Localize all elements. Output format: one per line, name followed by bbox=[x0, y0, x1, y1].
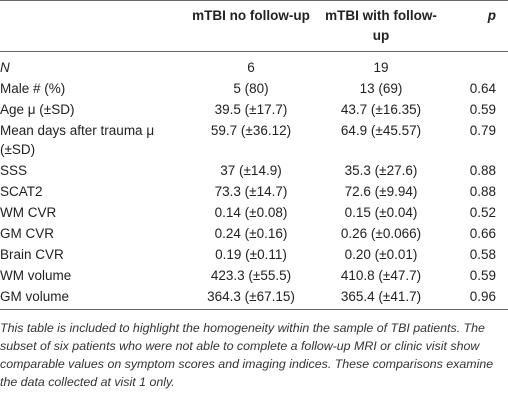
with-followup-cell: 35.3 (±27.6) bbox=[344, 163, 418, 178]
with-followup-cell: 13 (69) bbox=[359, 81, 403, 96]
p-value-cell bbox=[448, 52, 508, 79]
header-cell-p: p bbox=[487, 8, 496, 23]
row-label-cell: WM CVR bbox=[0, 205, 57, 220]
table-row: SSS 37 (±14.9) 35.3 (±27.6) 0.88 bbox=[0, 160, 508, 181]
p-value-cell: 0.96 bbox=[469, 289, 496, 304]
no-followup-cell: 0.24 (±0.16) bbox=[214, 226, 288, 241]
p-value-cell: 0.79 bbox=[469, 123, 496, 138]
no-followup-cell: 5 (80) bbox=[233, 81, 269, 96]
row-label-cell: Age μ (±SD) bbox=[0, 102, 75, 117]
no-followup-cell: 0.19 (±0.11) bbox=[215, 247, 287, 262]
row-label-cell: Brain CVR bbox=[0, 247, 64, 262]
row-label-cell: GM CVR bbox=[0, 226, 54, 241]
with-followup-cell: 0.26 (±0.066) bbox=[340, 226, 422, 241]
no-followup-cell: 6 bbox=[247, 60, 255, 75]
table-row: Mean days after trauma μ (±SD) 59.7 (±36.… bbox=[0, 120, 508, 160]
header-cell-no-followup: mTBI no follow-up bbox=[192, 8, 310, 23]
no-followup-cell: 39.5 (±17.7) bbox=[214, 102, 288, 117]
no-followup-cell: 37 (±14.9) bbox=[220, 163, 282, 178]
comparison-table: mTBI no follow-up mTBI with follow-up p … bbox=[0, 0, 508, 310]
table-header: mTBI no follow-up mTBI with follow-up p bbox=[0, 0, 508, 52]
with-followup-cell: 365.4 (±41.7) bbox=[340, 289, 422, 304]
p-value-cell: 0.88 bbox=[469, 163, 496, 178]
table-row: N 6 19 bbox=[0, 52, 508, 79]
with-followup-cell: 0.15 (±0.04) bbox=[344, 205, 418, 220]
table-container: mTBI no follow-up mTBI with follow-up p … bbox=[0, 0, 508, 389]
p-value-cell: 0.66 bbox=[469, 226, 496, 241]
no-followup-cell: 0.14 (±0.08) bbox=[214, 205, 288, 220]
with-followup-cell: 64.9 (±45.57) bbox=[340, 123, 422, 138]
no-followup-cell: 364.3 (±67.15) bbox=[207, 289, 295, 304]
no-followup-cell: 59.7 (±36.12) bbox=[210, 123, 292, 138]
table-row: WM CVR 0.14 (±0.08) 0.15 (±0.04) 0.52 bbox=[0, 202, 508, 223]
header-row: mTBI no follow-up mTBI with follow-up p bbox=[0, 0, 508, 52]
table-row: Age μ (±SD) 39.5 (±17.7) 43.7 (±16.35) 0.59 bbox=[0, 99, 508, 120]
header-cell-with-followup: mTBI with follow-up bbox=[325, 8, 437, 43]
table-row: Male # (%) 5 (80) 13 (69) 0.64 bbox=[0, 78, 508, 99]
table-row: GM CVR 0.24 (±0.16) 0.26 (±0.066) 0.66 bbox=[0, 223, 508, 244]
with-followup-cell: 19 bbox=[373, 60, 389, 75]
no-followup-cell: 73.3 (±14.7) bbox=[214, 184, 288, 199]
table-row: SCAT2 73.3 (±14.7) 72.6 (±9.94) 0.88 bbox=[0, 181, 508, 202]
p-value-cell: 0.58 bbox=[469, 247, 496, 262]
p-value-cell: 0.88 bbox=[469, 184, 496, 199]
row-label-cell: SCAT2 bbox=[0, 184, 43, 199]
with-followup-cell: 0.20 (±0.01) bbox=[344, 247, 418, 262]
row-label-cell: Male # (%) bbox=[0, 81, 66, 96]
row-label-cell: Mean days after trauma μ (±SD) bbox=[0, 123, 155, 157]
table-row: Brain CVR 0.19 (±0.11) 0.20 (±0.01) 0.58 bbox=[0, 244, 508, 265]
table-row: WM volume 423.3 (±55.5) 410.8 (±47.7) 0.59 bbox=[0, 265, 508, 286]
row-label-cell: SSS bbox=[0, 163, 28, 178]
with-followup-cell: 43.7 (±16.35) bbox=[340, 102, 422, 117]
table-row: GM volume 364.3 (±67.15) 365.4 (±41.7) 0.96 bbox=[0, 286, 508, 310]
p-value-cell: 0.64 bbox=[469, 81, 496, 96]
p-value-cell: 0.59 bbox=[469, 268, 496, 283]
p-value-cell: 0.59 bbox=[469, 102, 496, 117]
with-followup-cell: 410.8 (±47.7) bbox=[340, 268, 422, 283]
header-cell-label bbox=[0, 1, 188, 52]
p-value-cell: 0.52 bbox=[469, 205, 496, 220]
no-followup-cell: 423.3 (±55.5) bbox=[210, 268, 292, 283]
table-footnote: This table is included to highlight the … bbox=[0, 321, 494, 389]
row-label-cell: N bbox=[0, 60, 10, 75]
table-body: N 6 19 Male # (%) 5 (80) 13 (69) 0.64 Age μ (±S… bbox=[0, 52, 508, 310]
row-label-cell: GM volume bbox=[0, 289, 70, 304]
with-followup-cell: 72.6 (±9.94) bbox=[344, 184, 418, 199]
row-label-cell: WM volume bbox=[0, 268, 72, 283]
